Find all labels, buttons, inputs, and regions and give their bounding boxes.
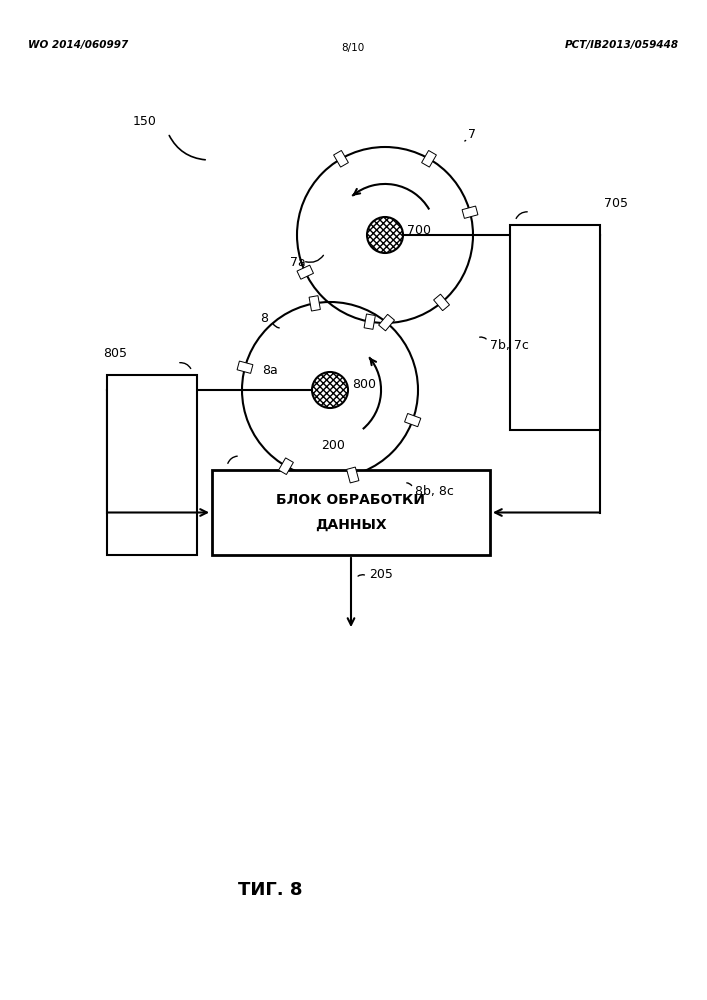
Text: ДАННЫХ: ДАННЫХ	[315, 518, 387, 532]
Text: 700: 700	[407, 224, 431, 236]
Text: 8a: 8a	[262, 363, 278, 376]
Circle shape	[312, 372, 348, 408]
Bar	[379, 314, 395, 331]
Bar	[433, 294, 450, 311]
Text: PCT/IB2013/059448: PCT/IB2013/059448	[565, 40, 679, 50]
Text: БЛОК ОБРАБОТКИ: БЛОК ОБРАБОТКИ	[276, 493, 426, 508]
Bar	[212, 470, 490, 555]
Bar	[346, 467, 359, 483]
Text: WO 2014/060997: WO 2014/060997	[28, 40, 128, 50]
Bar	[404, 413, 421, 427]
Bar	[364, 314, 375, 329]
Text: 805: 805	[103, 347, 127, 360]
Text: 7b, 7c: 7b, 7c	[490, 338, 529, 352]
Text: 800: 800	[352, 378, 376, 391]
Bar	[462, 206, 478, 218]
Text: 8: 8	[260, 312, 268, 324]
Text: 8/10: 8/10	[341, 43, 365, 53]
Text: 200: 200	[321, 439, 345, 452]
Text: 150: 150	[133, 115, 157, 128]
Text: ΤИГ. 8: ΤИГ. 8	[238, 881, 303, 899]
Bar	[107, 375, 197, 555]
Text: 7: 7	[468, 127, 476, 140]
Bar	[279, 458, 293, 475]
Bar	[297, 265, 313, 279]
Text: 205: 205	[369, 568, 393, 582]
Bar	[237, 361, 253, 373]
Text: 7a: 7a	[290, 256, 305, 269]
Text: 705: 705	[604, 197, 628, 210]
Text: 8b, 8c: 8b, 8c	[415, 486, 454, 498]
Bar	[421, 150, 436, 167]
Bar	[510, 225, 600, 430]
Circle shape	[367, 217, 403, 253]
Bar	[309, 296, 320, 311]
Bar	[334, 150, 349, 167]
